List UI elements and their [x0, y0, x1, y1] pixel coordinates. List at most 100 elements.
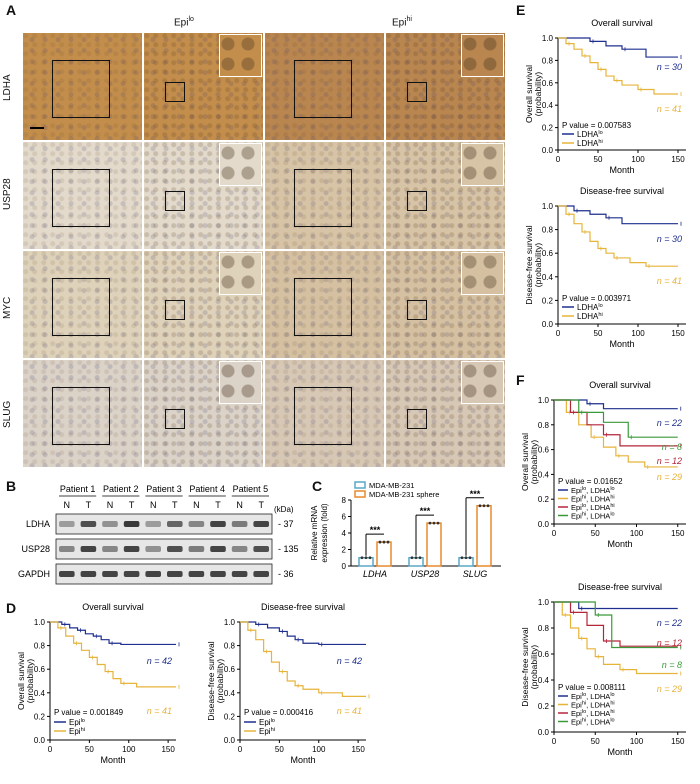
x-axis-label: Month: [607, 539, 632, 549]
header-epihi-sup: hi: [406, 16, 412, 23]
lane-label: N: [236, 500, 243, 510]
survival-curve: [558, 205, 678, 225]
blot-band: [210, 571, 226, 577]
sig-stars: ***: [420, 506, 431, 516]
y-tick-label: 0.8: [542, 56, 554, 65]
blot-band: [188, 571, 205, 577]
x-tick-label: 100: [122, 745, 136, 754]
x-tick-label: 150: [351, 745, 365, 754]
row-label-usp28: USP28: [2, 177, 13, 210]
panel-label-a: A: [6, 2, 17, 18]
lane-label: T: [86, 500, 92, 510]
legend-label-base: LDHA: [577, 139, 599, 148]
y-tick-label: 0: [342, 562, 347, 571]
lane-label: T: [129, 500, 135, 510]
x-tick-label: 0: [238, 745, 243, 754]
y-axis-label: Disease-free survival: [206, 641, 216, 720]
legend-label-a: Epi: [571, 495, 582, 504]
chart-title: Overall survival: [591, 18, 653, 28]
chart-title: Disease-free survival: [578, 582, 662, 592]
legend-label-a-sup: lo: [582, 692, 586, 698]
legend-label-b-sup: hi: [610, 709, 614, 715]
blot-band: [59, 521, 75, 527]
blot-label-usp28: USP28: [21, 544, 50, 554]
magnified-inset: [461, 34, 504, 77]
legend-label-sup: hi: [271, 727, 275, 733]
y-axis-label-sub: (probability): [25, 659, 35, 704]
blot-band: [102, 521, 118, 527]
y-tick-label: 0.6: [224, 665, 236, 674]
legend-label-sep: ,: [586, 718, 590, 727]
bar-dot: [364, 556, 368, 560]
y-tick-label: 0.6: [538, 650, 550, 659]
x-tick-label: 100: [631, 329, 645, 338]
legend-label-b: LDHA: [590, 718, 610, 727]
x-tick-label: 150: [671, 329, 685, 338]
legend-label-a: Epi: [571, 718, 582, 727]
legend-label: LDHAlo: [577, 130, 603, 139]
n-label: n = 29: [657, 684, 682, 694]
blot-band: [231, 521, 248, 527]
blot-band: [231, 546, 248, 552]
blot-band: [145, 546, 161, 552]
legend-label-a-sup: lo: [582, 709, 586, 715]
y-tick-label: 1.0: [34, 618, 46, 627]
survival-curve: [558, 37, 678, 58]
row-label-slug: SLUG: [2, 400, 13, 428]
legend-label-b-sup: lo: [610, 718, 614, 724]
zoom-region-box: [52, 60, 110, 118]
x-tick-label: 50: [275, 745, 284, 754]
x-axis-label: Month: [100, 755, 125, 765]
ihc-tile-myc-lo-low-mag: [22, 250, 143, 359]
legend-label-sup: lo: [81, 718, 85, 724]
survival-chart-e-overall: Overall survival 0.0 0.2 0.4 0.6 0.8 1.0 0 50 100…: [524, 18, 686, 175]
y-tick-label: 1.0: [538, 396, 550, 405]
blot-band: [59, 546, 75, 552]
zoom-region-box: [52, 278, 110, 336]
chart-title: Overall survival: [82, 602, 144, 612]
legend-label: Epihi, LDHAlo: [571, 718, 615, 727]
x-tick-label: 150: [161, 745, 175, 754]
zoom-region-box: [165, 300, 185, 320]
x-tick-label: 100: [312, 745, 326, 754]
n-label: n = 41: [337, 706, 362, 716]
blot-band: [167, 571, 183, 577]
header-epihi-text: Epi: [392, 17, 407, 29]
y-tick-label: 0.8: [34, 642, 46, 651]
n-label: n = 8: [662, 660, 682, 670]
y-tick-label: 0.0: [542, 320, 554, 329]
kda-label: (kDa): [274, 505, 294, 514]
p-value: P value = 0.001849: [54, 708, 124, 717]
legend-label: Epihi, LDHAlo: [571, 512, 615, 521]
y-tick-label: 0.0: [538, 520, 550, 529]
blot-label-ldha: LDHA: [26, 519, 50, 529]
y-tick-label: 0.2: [34, 712, 46, 721]
header-epilo: Epilo: [174, 16, 194, 28]
header-epihi: Epihi: [392, 16, 412, 28]
magnified-inset: [219, 252, 262, 295]
legend-label-sep: ,: [586, 512, 590, 521]
y-tick-label: 2: [342, 546, 347, 555]
n-label: n = 30: [657, 234, 682, 244]
bar-dot: [382, 540, 386, 544]
lane-label: N: [64, 500, 71, 510]
legend-label-sep: ,: [586, 503, 590, 512]
y-tick-label: 1.0: [538, 598, 550, 607]
blot-band: [253, 521, 269, 527]
legend-label-b-sup: hi: [610, 701, 614, 707]
legend-label: LDHAlo: [577, 303, 603, 312]
blot-band: [123, 521, 140, 527]
legend-label: Epilo: [259, 718, 275, 727]
y-tick-label: 1.0: [542, 34, 554, 43]
lane-label: T: [258, 500, 264, 510]
legend-label-b: LDHA: [590, 701, 610, 710]
zoom-region-box: [407, 409, 427, 429]
survival-curve: [240, 621, 366, 646]
n-label: n = 42: [147, 656, 172, 666]
blot-strip: [55, 538, 273, 560]
bar: [426, 522, 442, 567]
legend-label-b: LDHA: [590, 486, 610, 495]
survival-chart-d-overall: Overall survival 0.0 0.2 0.4 0.6 0.8 1.0 0 50 100…: [16, 602, 180, 765]
legend-label-sep: ,: [586, 486, 590, 495]
survival-curve: [554, 601, 678, 647]
